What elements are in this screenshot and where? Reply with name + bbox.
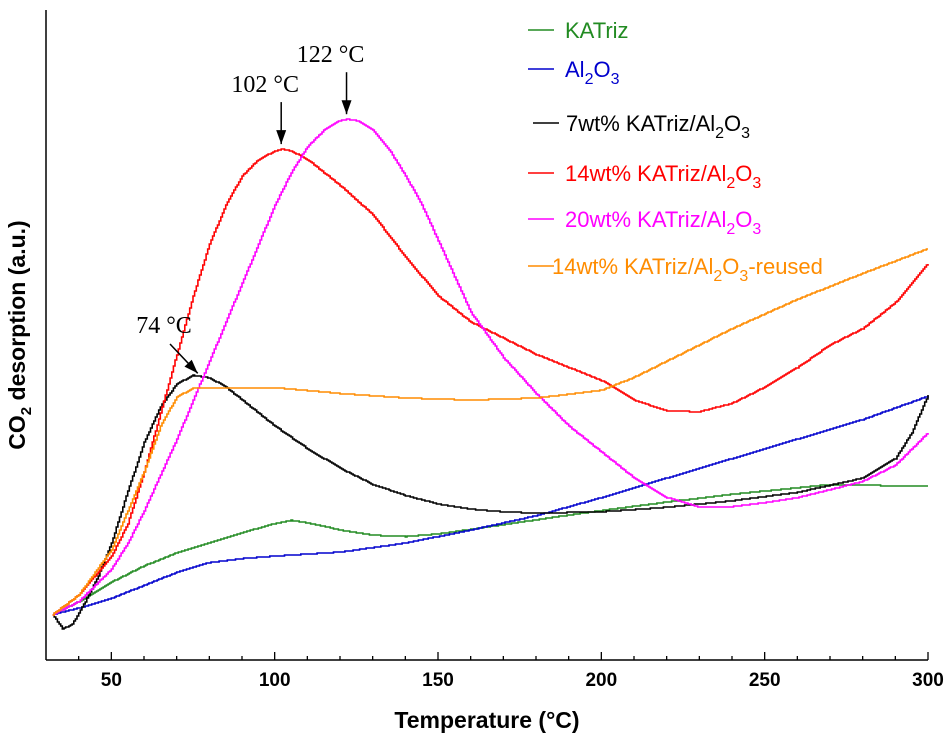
legend-label-part: 3 bbox=[752, 221, 761, 238]
plot-frame bbox=[45, 10, 928, 661]
legend-label-part: KATriz bbox=[565, 18, 629, 43]
x-tick-label: 300 bbox=[912, 670, 944, 691]
x-tick-label: 50 bbox=[101, 670, 122, 691]
annotation-label: 74 °C bbox=[136, 313, 192, 339]
legend-label-part: 3 bbox=[741, 125, 750, 142]
legend-label-part: 3 bbox=[752, 175, 761, 192]
legend-label: 14wt% KATriz/Al2O3 bbox=[565, 161, 761, 192]
annotation-arrow-head bbox=[276, 130, 287, 145]
legend-label: KATriz bbox=[565, 18, 629, 43]
legend-label: Al2O3 bbox=[565, 57, 620, 88]
series-line-1 bbox=[52, 484, 928, 616]
series-line-5 bbox=[52, 118, 929, 616]
legend-label: 14wt% KATriz/Al2O3-reused bbox=[552, 254, 823, 285]
x-tick-label: 250 bbox=[749, 670, 781, 691]
x-axis-title: Temperature (°C) bbox=[394, 707, 579, 733]
legend-label-part: 3 bbox=[611, 71, 620, 88]
legend-label-part: Al bbox=[565, 57, 585, 82]
legend-label: 7wt% KATriz/Al2O3 bbox=[566, 111, 750, 142]
legend-label-part: 7wt% KATriz/Al bbox=[566, 111, 715, 136]
annotations-group: 74 °C 102 °C 122 °C bbox=[136, 42, 365, 374]
y-axis-title-subscript: 2 bbox=[18, 407, 35, 415]
annotation-label: 122 °C bbox=[297, 42, 365, 68]
series-group bbox=[52, 118, 929, 630]
series-line-2 bbox=[52, 396, 929, 616]
y-axis-title: CO2 desorption (a.u.) bbox=[4, 220, 35, 449]
legend-label-part: 2 bbox=[715, 125, 724, 142]
legend-label-part: 20wt% KATriz/Al bbox=[565, 207, 726, 232]
series-line-6 bbox=[52, 248, 928, 616]
legend-label-part: O bbox=[724, 111, 741, 136]
annotation-arrow-head bbox=[184, 359, 198, 374]
x-tick-label: 150 bbox=[422, 670, 454, 691]
legend-label-part: 2 bbox=[585, 71, 594, 88]
legend-label-part: O bbox=[735, 207, 752, 232]
legend-label-part: 14wt% KATriz/Al bbox=[565, 161, 726, 186]
legend-label: 20wt% KATriz/Al2O3 bbox=[565, 207, 761, 238]
annotation-arrow-head bbox=[341, 100, 352, 115]
annotation-label: 102 °C bbox=[231, 72, 299, 98]
series-line-3 bbox=[52, 374, 929, 630]
x-tick-label: 100 bbox=[259, 670, 291, 691]
legend-label-part: 3 bbox=[739, 268, 748, 285]
series-line-4 bbox=[52, 148, 929, 616]
legend-label-part: O bbox=[593, 57, 610, 82]
x-ticks: 50 100 150 200 250 300 bbox=[78, 652, 944, 691]
legend-label-part: 2 bbox=[726, 175, 735, 192]
legend-label-part: 2 bbox=[713, 268, 722, 285]
legend-label-part: 14wt% KATriz/Al bbox=[552, 254, 713, 279]
legend-label-part: O bbox=[722, 254, 739, 279]
y-axis-title-rest: desorption (a.u.) bbox=[4, 220, 30, 407]
legend-label-part: -reused bbox=[748, 254, 823, 279]
legend-label-part: 2 bbox=[726, 221, 735, 238]
y-axis-title-main: CO bbox=[4, 415, 30, 450]
x-tick-label: 200 bbox=[585, 670, 617, 691]
legend-label-part: O bbox=[735, 161, 752, 186]
